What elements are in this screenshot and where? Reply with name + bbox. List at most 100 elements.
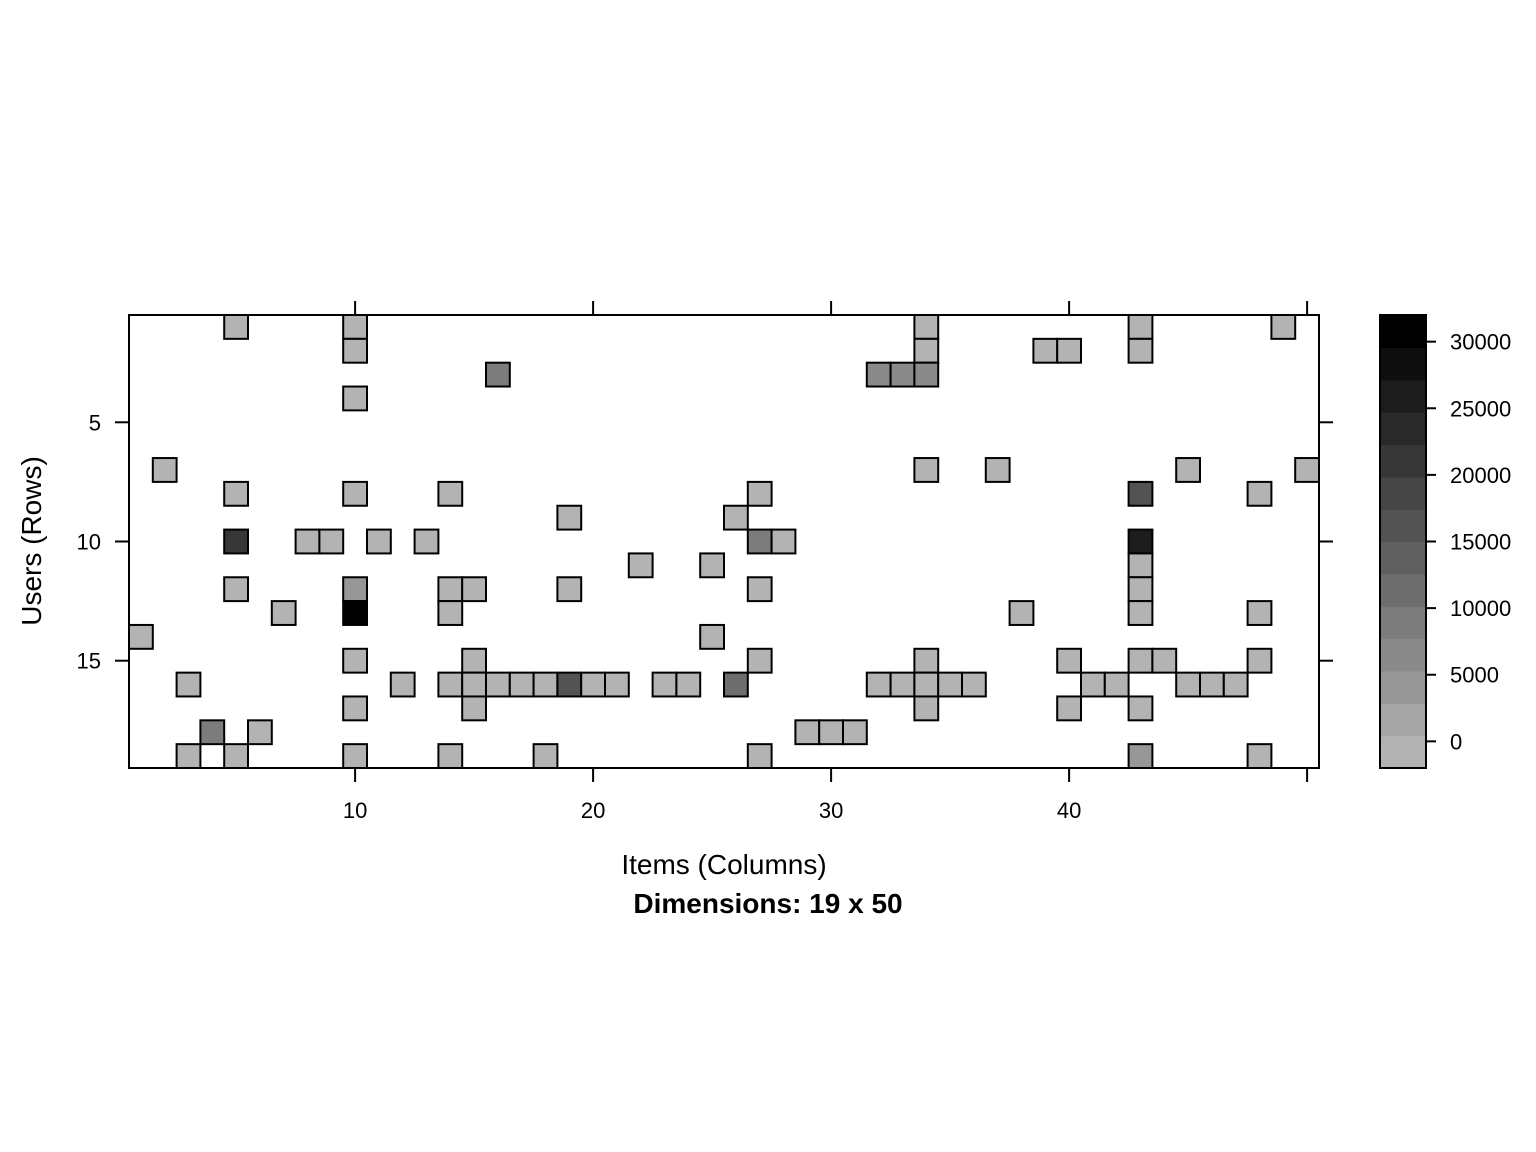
colorbar-segment <box>1380 541 1426 575</box>
heatmap-cell <box>1080 671 1106 698</box>
heatmap-cell <box>913 361 940 388</box>
heatmap-cell <box>437 576 464 603</box>
colorbar-tick-label: 20000 <box>1450 463 1511 488</box>
heatmap-cell <box>1270 314 1297 340</box>
colorbar-segment <box>1380 509 1426 543</box>
heatmap-cell <box>746 528 773 555</box>
heatmap-cell <box>1294 457 1320 483</box>
heatmap-cell <box>651 671 678 698</box>
axis-ticks: 10 20 30 40 5 10 15 <box>77 301 1333 823</box>
heatmap-cell <box>961 671 987 698</box>
heatmap-cell <box>366 528 392 555</box>
heatmap-cell <box>1056 695 1082 722</box>
heatmap-cell <box>1032 337 1059 364</box>
heatmap-cell <box>485 361 511 388</box>
colorbar-segment <box>1380 606 1426 640</box>
heatmap-cell <box>342 600 369 626</box>
heatmap-cell <box>270 600 297 626</box>
heatmap-cell <box>723 504 749 531</box>
heatmap-cell <box>1127 314 1154 340</box>
heatmap-cell <box>580 671 607 698</box>
heatmap-cell <box>746 743 773 770</box>
heatmap-cell <box>175 671 202 698</box>
heatmap-cell <box>1127 600 1154 626</box>
heatmap-cell <box>342 385 369 412</box>
colorbar-segment <box>1380 703 1426 737</box>
y-tick-label: 15 <box>77 649 101 674</box>
heatmap-cell <box>1056 647 1082 674</box>
colorbar-segment <box>1380 735 1426 769</box>
heatmap-cell <box>342 647 369 674</box>
heatmap-cell <box>794 719 821 746</box>
heatmap-cell <box>1008 600 1035 626</box>
colorbar-segment <box>1380 379 1426 413</box>
heatmap-cell <box>627 552 654 579</box>
x-tick-label: 40 <box>1057 798 1081 823</box>
heatmap-cell <box>1175 457 1201 483</box>
heatmap-cell <box>175 743 202 770</box>
heatmap-cell <box>1127 552 1154 579</box>
heatmap-cell <box>913 671 940 698</box>
colorbar: 0 5000 10000 15000 20000 25000 30000 <box>1379 314 1511 769</box>
heatmap-cell <box>1151 647 1178 674</box>
colorbar-segment <box>1380 347 1426 381</box>
heatmap-cell <box>437 671 464 698</box>
heatmap-cell <box>247 719 273 746</box>
x-axis-title: Items (Columns) <box>621 849 826 880</box>
heatmap-cell <box>1127 337 1154 364</box>
heatmap-cell <box>865 671 892 698</box>
heatmap-cell <box>461 671 488 698</box>
heatmap-cell <box>485 671 511 698</box>
heatmap-cell <box>889 361 916 388</box>
heatmap-cell <box>151 457 178 483</box>
heatmap-cell <box>461 576 488 603</box>
heatmap-cell <box>818 719 845 746</box>
heatmap-cell <box>1246 480 1273 507</box>
heatmap-cell <box>746 480 773 507</box>
colorbar-segment <box>1380 573 1426 607</box>
colorbar-segment <box>1380 412 1426 446</box>
heatmap-cell <box>889 671 916 698</box>
colorbar-segment <box>1380 670 1426 704</box>
heatmap-cell <box>699 623 726 650</box>
heatmap-cell <box>437 743 464 770</box>
heatmap-cell <box>1103 671 1130 698</box>
heatmap-cell <box>913 647 940 674</box>
heatmap-cell <box>556 504 583 531</box>
heatmap-cell <box>294 528 321 555</box>
heatmap-cell <box>532 671 559 698</box>
heatmap-cell <box>342 314 369 340</box>
heatmap-cell <box>389 671 416 698</box>
heatmap-cells <box>128 314 1320 770</box>
heatmap-cell <box>984 457 1011 483</box>
heatmap-cell <box>1222 671 1249 698</box>
colorbar-segment <box>1380 638 1426 672</box>
heatmap-cell <box>913 314 940 340</box>
heatmap-cell <box>1127 647 1154 674</box>
heatmap-cell <box>1127 480 1154 507</box>
colorbar-tick-label: 30000 <box>1450 330 1511 355</box>
chart-subtitle: Dimensions: 19 x 50 <box>633 888 902 919</box>
heatmap-cell <box>342 743 369 770</box>
heatmap-cell <box>1199 671 1225 698</box>
heatmap-cell <box>723 671 749 698</box>
heatmap-cell <box>842 719 868 746</box>
heatmap-cell <box>1127 528 1154 555</box>
heatmap-cell <box>1246 647 1273 674</box>
heatmap-cell <box>128 623 154 650</box>
heatmap-cell <box>913 457 940 483</box>
heatmap-cell <box>223 528 249 555</box>
y-tick-label: 10 <box>77 530 101 555</box>
y-tick-label: 5 <box>89 410 101 435</box>
heatmap-cell <box>1246 743 1273 770</box>
heatmap-cell <box>1127 576 1154 603</box>
heatmap-cell <box>746 647 773 674</box>
heatmap-cell <box>199 719 226 746</box>
heatmap-cell <box>223 743 249 770</box>
x-tick-label: 20 <box>581 798 605 823</box>
heatmap-cell <box>342 576 369 603</box>
heatmap-cell <box>461 695 488 722</box>
heatmap-cell <box>461 647 488 674</box>
heatmap-cell <box>1246 600 1273 626</box>
colorbar-tick-label: 0 <box>1450 729 1462 754</box>
